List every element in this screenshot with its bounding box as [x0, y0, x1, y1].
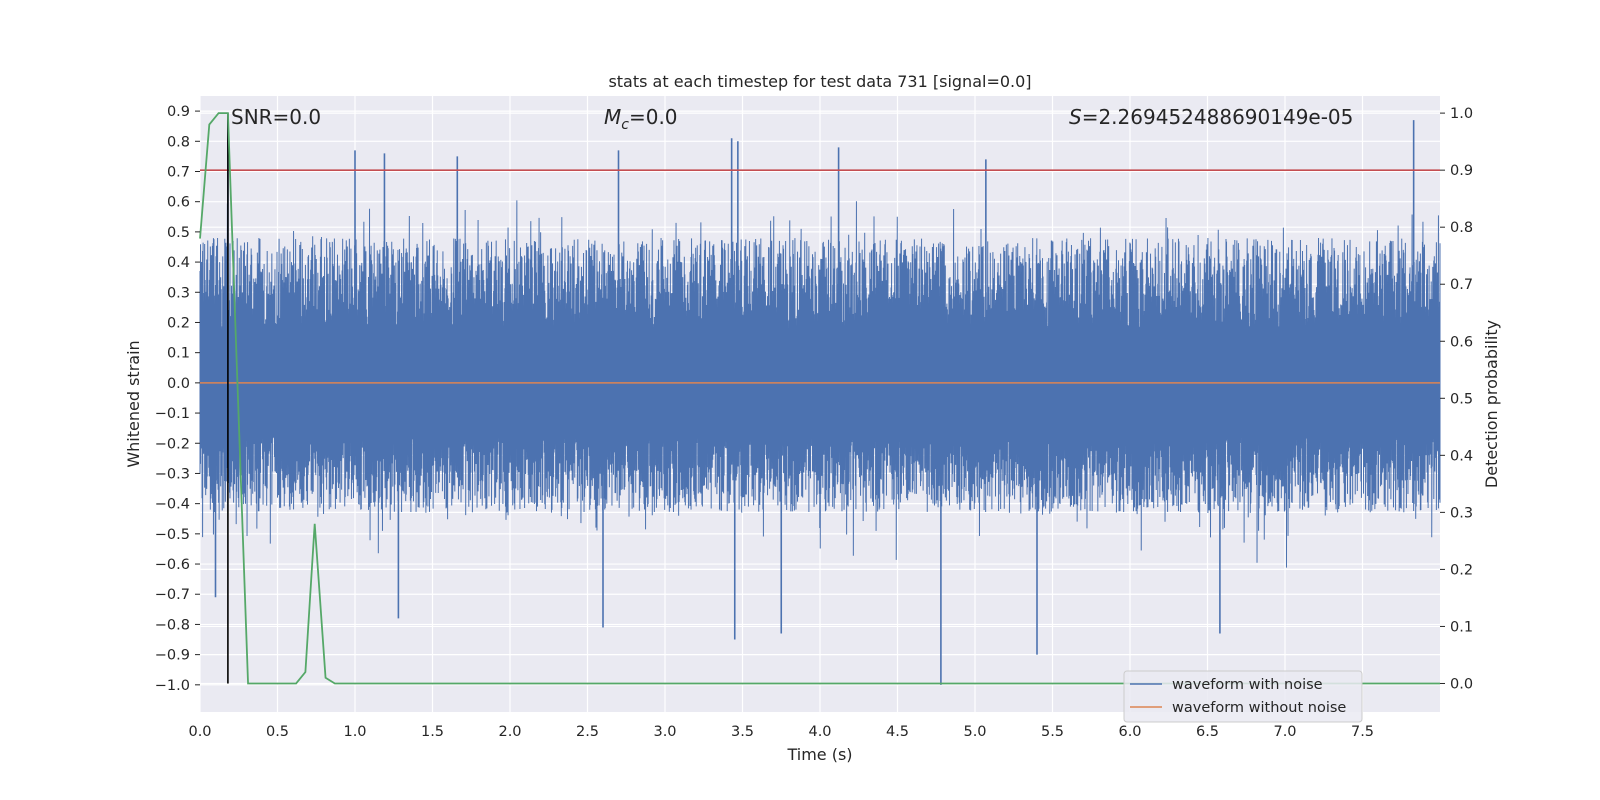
x-axis-label: Time (s) — [786, 745, 852, 764]
y-tick-label: 0.5 — [167, 225, 190, 241]
y-tick-label: −0.7 — [155, 587, 190, 603]
y-axis-label: Whitened strain — [124, 340, 143, 467]
y-tick-label: −0.8 — [155, 617, 190, 633]
y-tick-label: −0.4 — [155, 497, 190, 513]
chart-title: stats at each timestep for test data 731… — [608, 72, 1031, 91]
snr-annotation: SNR=0.0 — [231, 105, 321, 129]
y2-tick-label: 1.0 — [1450, 106, 1473, 122]
y-tick-label: 0.7 — [167, 164, 190, 180]
y-tick-label: 0.1 — [167, 346, 190, 362]
y-tick-label: 0.8 — [167, 134, 190, 150]
y-tick-label: −1.0 — [155, 678, 190, 694]
legend-label-noise: waveform with noise — [1172, 677, 1323, 693]
x-tick-label: 4.0 — [808, 724, 831, 740]
x-tick-label: 0.0 — [188, 724, 211, 740]
y2-tick-label: 0.7 — [1450, 277, 1473, 293]
y-tick-label: 0.0 — [167, 376, 190, 392]
s-annotation: S=2.269452488690149e-05 — [1069, 105, 1353, 129]
y2-tick-label: 0.0 — [1450, 676, 1473, 692]
x-tick-label: 7.0 — [1273, 724, 1296, 740]
y-tick-label: 0.6 — [167, 195, 190, 211]
y-tick-label: 0.2 — [167, 315, 190, 331]
y2-tick-label: 0.1 — [1450, 619, 1473, 635]
y-tick-label: 0.9 — [167, 104, 190, 120]
chirp-mass-annotation: Mc=0.0 — [604, 105, 678, 133]
x-tick-label: 3.5 — [731, 724, 754, 740]
y-tick-label: −0.9 — [155, 648, 190, 664]
y2-tick-label: 0.4 — [1450, 448, 1473, 464]
y-tick-label: −0.2 — [155, 436, 190, 452]
waveform-noise-line — [199, 200, 1441, 568]
y-tick-label: −0.5 — [155, 527, 190, 543]
x-tick-label: 5.5 — [1041, 724, 1064, 740]
y-tick-label: −0.1 — [155, 406, 190, 422]
y-tick-label: −0.6 — [155, 557, 190, 573]
y2-tick-label: 0.3 — [1450, 505, 1473, 521]
y2-tick-label: 0.6 — [1450, 334, 1473, 350]
y2-tick-label: 0.8 — [1450, 220, 1473, 236]
legend: waveform with noise waveform without noi… — [1123, 670, 1363, 723]
x-tick-label: 2.5 — [576, 724, 599, 740]
x-tick-label: 2.0 — [498, 724, 521, 740]
y2-tick-label: 0.2 — [1450, 562, 1473, 578]
y2-tick-label: 0.5 — [1450, 391, 1473, 407]
x-tick-label: 7.5 — [1351, 724, 1374, 740]
x-tick-label: 0.5 — [266, 724, 289, 740]
legend-box — [1123, 670, 1363, 723]
x-tick-label: 6.5 — [1196, 724, 1219, 740]
x-tick-label: 4.5 — [886, 724, 909, 740]
x-tick-label: 1.5 — [421, 724, 444, 740]
y2-axis-label: Detection probability — [1482, 320, 1501, 488]
x-tick-label: 5.0 — [963, 724, 986, 740]
y-tick-label: 0.3 — [167, 285, 190, 301]
x-tick-label: 6.0 — [1118, 724, 1141, 740]
x-tick-label: 3.0 — [653, 724, 676, 740]
legend-label-clean: waveform without noise — [1172, 700, 1346, 716]
detection-probability-line — [199, 112, 1440, 685]
y-tick-label: 0.4 — [167, 255, 190, 271]
y2-tick-label: 0.9 — [1450, 163, 1473, 179]
y-tick-label: −0.3 — [155, 466, 190, 482]
x-tick-label: 1.0 — [343, 724, 366, 740]
